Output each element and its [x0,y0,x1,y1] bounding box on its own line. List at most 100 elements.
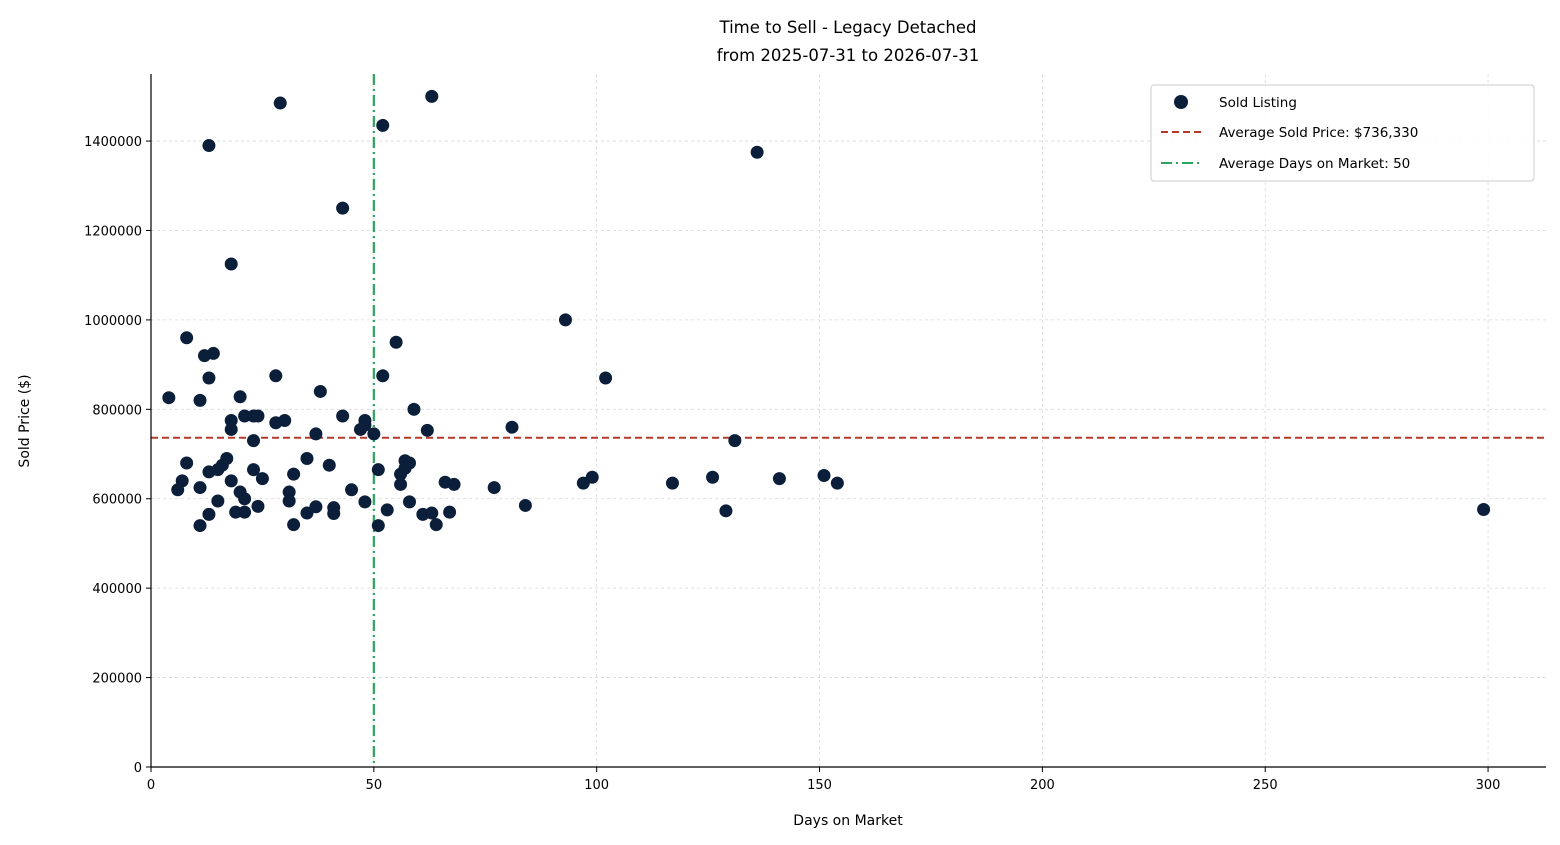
data-point [728,434,742,448]
data-point [220,452,234,466]
x-tick-label: 100 [584,778,609,793]
data-point [224,257,238,271]
data-point [447,477,461,491]
legend-label-average-days: Average Days on Market: 50 [1219,156,1410,172]
data-point [224,422,238,436]
data-point [287,467,301,481]
data-point [402,495,416,509]
data-point [371,463,385,477]
y-axis-ticks: 0 200000 400000 600000 800000 1000000 1200000 1… [84,135,151,776]
data-point [367,427,381,441]
x-tick-label: 250 [1253,778,1278,793]
data-point [371,519,385,533]
data-point [278,414,292,427]
y-tick-label: 1400000 [84,135,142,150]
data-point [255,472,269,486]
y-tick-label: 800000 [92,403,142,418]
data-point [817,468,831,482]
data-point [206,346,220,360]
x-tick-label: 300 [1476,778,1501,793]
data-point [345,483,359,497]
data-points [162,89,1491,533]
data-point [376,369,390,383]
data-point [443,505,457,519]
data-point [202,371,216,385]
data-point [309,500,323,514]
chart-subtitle: from 2025-07-31 to 2026-07-31 [717,46,979,65]
data-point [358,418,372,432]
data-point [309,427,323,441]
x-tick-label: 50 [366,778,383,793]
chart-title: Time to Sell - Legacy Detached [719,18,977,37]
data-point [389,335,403,349]
y-tick-label: 1000000 [84,314,142,329]
data-point [750,145,764,159]
data-point [247,463,261,477]
data-point [772,472,786,486]
data-point [251,409,265,423]
y-tick-label: 400000 [92,582,142,597]
data-point [269,369,283,383]
data-point [247,434,261,448]
axes [150,74,1546,768]
x-axis-ticks: 0 50 100 150 200 250 300 [147,767,1501,793]
y-tick-label: 0 [134,761,142,776]
x-axis-label: Days on Market [793,813,903,829]
data-point [193,481,207,495]
data-point [224,474,238,488]
y-tick-label: 200000 [92,672,142,687]
data-point [273,96,287,110]
data-point [238,492,252,506]
y-axis-label: Sold Price ($) [17,374,33,467]
x-tick-label: 200 [1030,778,1055,793]
data-point [1477,502,1491,516]
data-point [300,452,314,466]
data-point [425,89,439,103]
legend-label-sold-listing: Sold Listing [1219,95,1297,111]
data-point [719,504,733,518]
data-point [830,476,844,490]
data-point [585,470,599,484]
data-point [706,470,720,484]
data-point [322,458,336,472]
data-point [505,420,519,434]
legend-label-average-price: Average Sold Price: $736,330 [1219,125,1418,141]
x-tick-label: 150 [807,778,832,793]
data-point [202,139,216,153]
data-point [394,477,408,491]
data-point [558,313,572,327]
y-tick-label: 1200000 [84,224,142,239]
data-point [202,507,216,521]
data-point [193,519,207,533]
legend: Sold Listing Average Sold Price: $736,33… [1150,84,1535,182]
reference-lines [151,74,1546,767]
data-point [665,476,679,490]
data-point [425,506,439,520]
data-point [180,456,194,470]
data-point [251,499,265,513]
data-point [402,456,416,470]
y-tick-label: 600000 [92,493,142,508]
data-point [180,331,194,345]
data-point [175,474,189,488]
data-point [229,505,243,519]
data-point [282,494,296,508]
data-point [193,393,207,407]
data-point [376,118,390,132]
data-point [420,423,434,437]
data-point [407,402,421,416]
data-point [313,384,327,398]
data-point [211,494,225,508]
data-point [336,201,350,215]
legend-marker-sold-listing [1174,95,1188,109]
data-point [287,518,301,532]
data-point [358,495,372,509]
data-point [238,505,252,519]
data-point [336,409,350,423]
data-point [282,485,296,499]
x-tick-label: 0 [147,778,155,793]
data-point [162,391,176,405]
data-point [380,503,394,517]
data-point [487,481,501,495]
